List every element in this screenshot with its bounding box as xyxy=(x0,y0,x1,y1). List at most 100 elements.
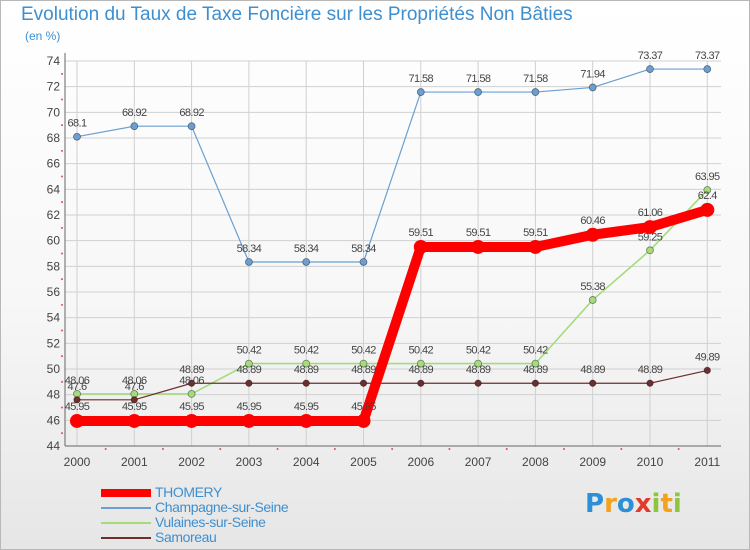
data-point xyxy=(646,65,654,73)
data-label: 62.4 xyxy=(698,190,717,202)
data-point xyxy=(130,122,139,131)
data-point xyxy=(531,379,540,387)
data-point xyxy=(188,379,196,387)
y-minor-dot xyxy=(61,72,63,75)
x-minor-dot xyxy=(219,448,222,450)
logo-letter: i xyxy=(672,489,682,519)
y-minor-dot xyxy=(61,175,63,178)
data-point xyxy=(703,366,711,375)
x-minor-dot xyxy=(391,448,394,450)
data-point xyxy=(643,220,657,235)
x-minor-dot xyxy=(276,448,279,450)
y-tick-label: 68 xyxy=(47,131,61,145)
data-label: 58.34 xyxy=(351,243,376,255)
data-label: 50.42 xyxy=(351,345,376,357)
x-minor-dot xyxy=(677,448,680,450)
data-label: 48.89 xyxy=(294,364,319,376)
data-label: 48.89 xyxy=(351,364,376,376)
y-tick-label: 66 xyxy=(47,157,61,171)
data-point xyxy=(127,413,142,428)
data-point xyxy=(703,186,712,194)
logo-letter: t xyxy=(660,489,673,519)
data-label: 71.58 xyxy=(523,73,548,85)
y-tick-label: 46 xyxy=(47,413,61,427)
x-tick-label: 2003 xyxy=(236,455,263,469)
data-point xyxy=(589,379,597,387)
y-minor-dot xyxy=(61,303,63,306)
y-tick-label: 64 xyxy=(47,182,61,196)
data-point xyxy=(646,246,654,255)
data-label: 59.25 xyxy=(638,231,663,243)
x-tick-label: 2000 xyxy=(64,455,91,469)
data-point xyxy=(187,389,196,398)
data-point xyxy=(359,379,368,387)
data-point xyxy=(73,396,81,404)
data-point xyxy=(416,359,425,368)
data-point xyxy=(531,88,540,96)
data-point xyxy=(73,132,81,141)
y-tick-label: 74 xyxy=(47,54,61,68)
x-minor-dot xyxy=(448,448,451,450)
data-point xyxy=(184,413,199,428)
proxiti-logo: Proxiti xyxy=(585,489,682,519)
y-tick-label: 52 xyxy=(47,336,61,350)
y-minor-dot xyxy=(61,226,63,229)
x-tick-label: 2006 xyxy=(407,455,434,469)
legend-swatch xyxy=(101,489,151,497)
y-minor-dot xyxy=(61,201,63,204)
x-minor-dot xyxy=(333,448,336,450)
data-label: 48.06 xyxy=(65,375,90,387)
data-label: 73.37 xyxy=(638,50,663,62)
data-point xyxy=(187,122,196,131)
legend-swatch xyxy=(101,507,151,509)
data-point xyxy=(302,258,311,266)
data-label: 71.58 xyxy=(466,73,491,85)
data-label: 45.95 xyxy=(65,401,90,413)
data-label: 58.34 xyxy=(294,243,319,255)
data-label: 71.58 xyxy=(409,73,434,85)
y-minor-dot xyxy=(61,329,63,332)
x-tick-label: 2001 xyxy=(121,455,148,469)
data-point xyxy=(474,379,482,387)
data-point xyxy=(646,379,654,387)
data-label: 48.89 xyxy=(523,364,548,376)
x-minor-dot xyxy=(563,448,566,450)
logo-letter: x xyxy=(634,489,652,519)
logo-letter: P xyxy=(585,489,605,519)
legend-label: Champagne-sur-Seine xyxy=(155,499,289,515)
data-label: 45.95 xyxy=(351,401,376,413)
data-point xyxy=(474,88,483,96)
data-label: 49.89 xyxy=(695,351,720,363)
data-point xyxy=(413,239,428,254)
data-label: 68.1 xyxy=(67,118,86,130)
data-label: 48.89 xyxy=(466,364,491,376)
data-label: 50.42 xyxy=(523,345,548,357)
data-point xyxy=(585,227,600,242)
y-minor-dot xyxy=(61,149,63,152)
x-tick-label: 2005 xyxy=(350,455,377,469)
y-minor-dot xyxy=(61,432,63,435)
data-point xyxy=(299,413,314,428)
x-minor-dot xyxy=(104,448,107,450)
x-tick-label: 2011 xyxy=(694,455,720,469)
data-label: 47.6 xyxy=(125,381,144,393)
data-point xyxy=(416,88,425,96)
x-tick-label: 2002 xyxy=(178,455,205,469)
logo-letter: r xyxy=(604,489,617,519)
x-minor-dot xyxy=(620,448,623,450)
data-label: 55.38 xyxy=(580,281,605,293)
data-point xyxy=(245,379,253,387)
y-tick-label: 72 xyxy=(47,80,61,94)
data-label: 60.46 xyxy=(580,215,605,227)
data-label: 45.95 xyxy=(179,401,204,413)
y-tick-label: 70 xyxy=(47,105,61,119)
data-label: 45.95 xyxy=(294,401,319,413)
y-minor-dot xyxy=(61,355,63,358)
data-point xyxy=(356,413,371,428)
data-label: 48.89 xyxy=(409,364,434,376)
data-label: 68.92 xyxy=(122,107,147,119)
data-label: 45.95 xyxy=(122,401,147,413)
y-tick-label: 60 xyxy=(47,234,61,248)
